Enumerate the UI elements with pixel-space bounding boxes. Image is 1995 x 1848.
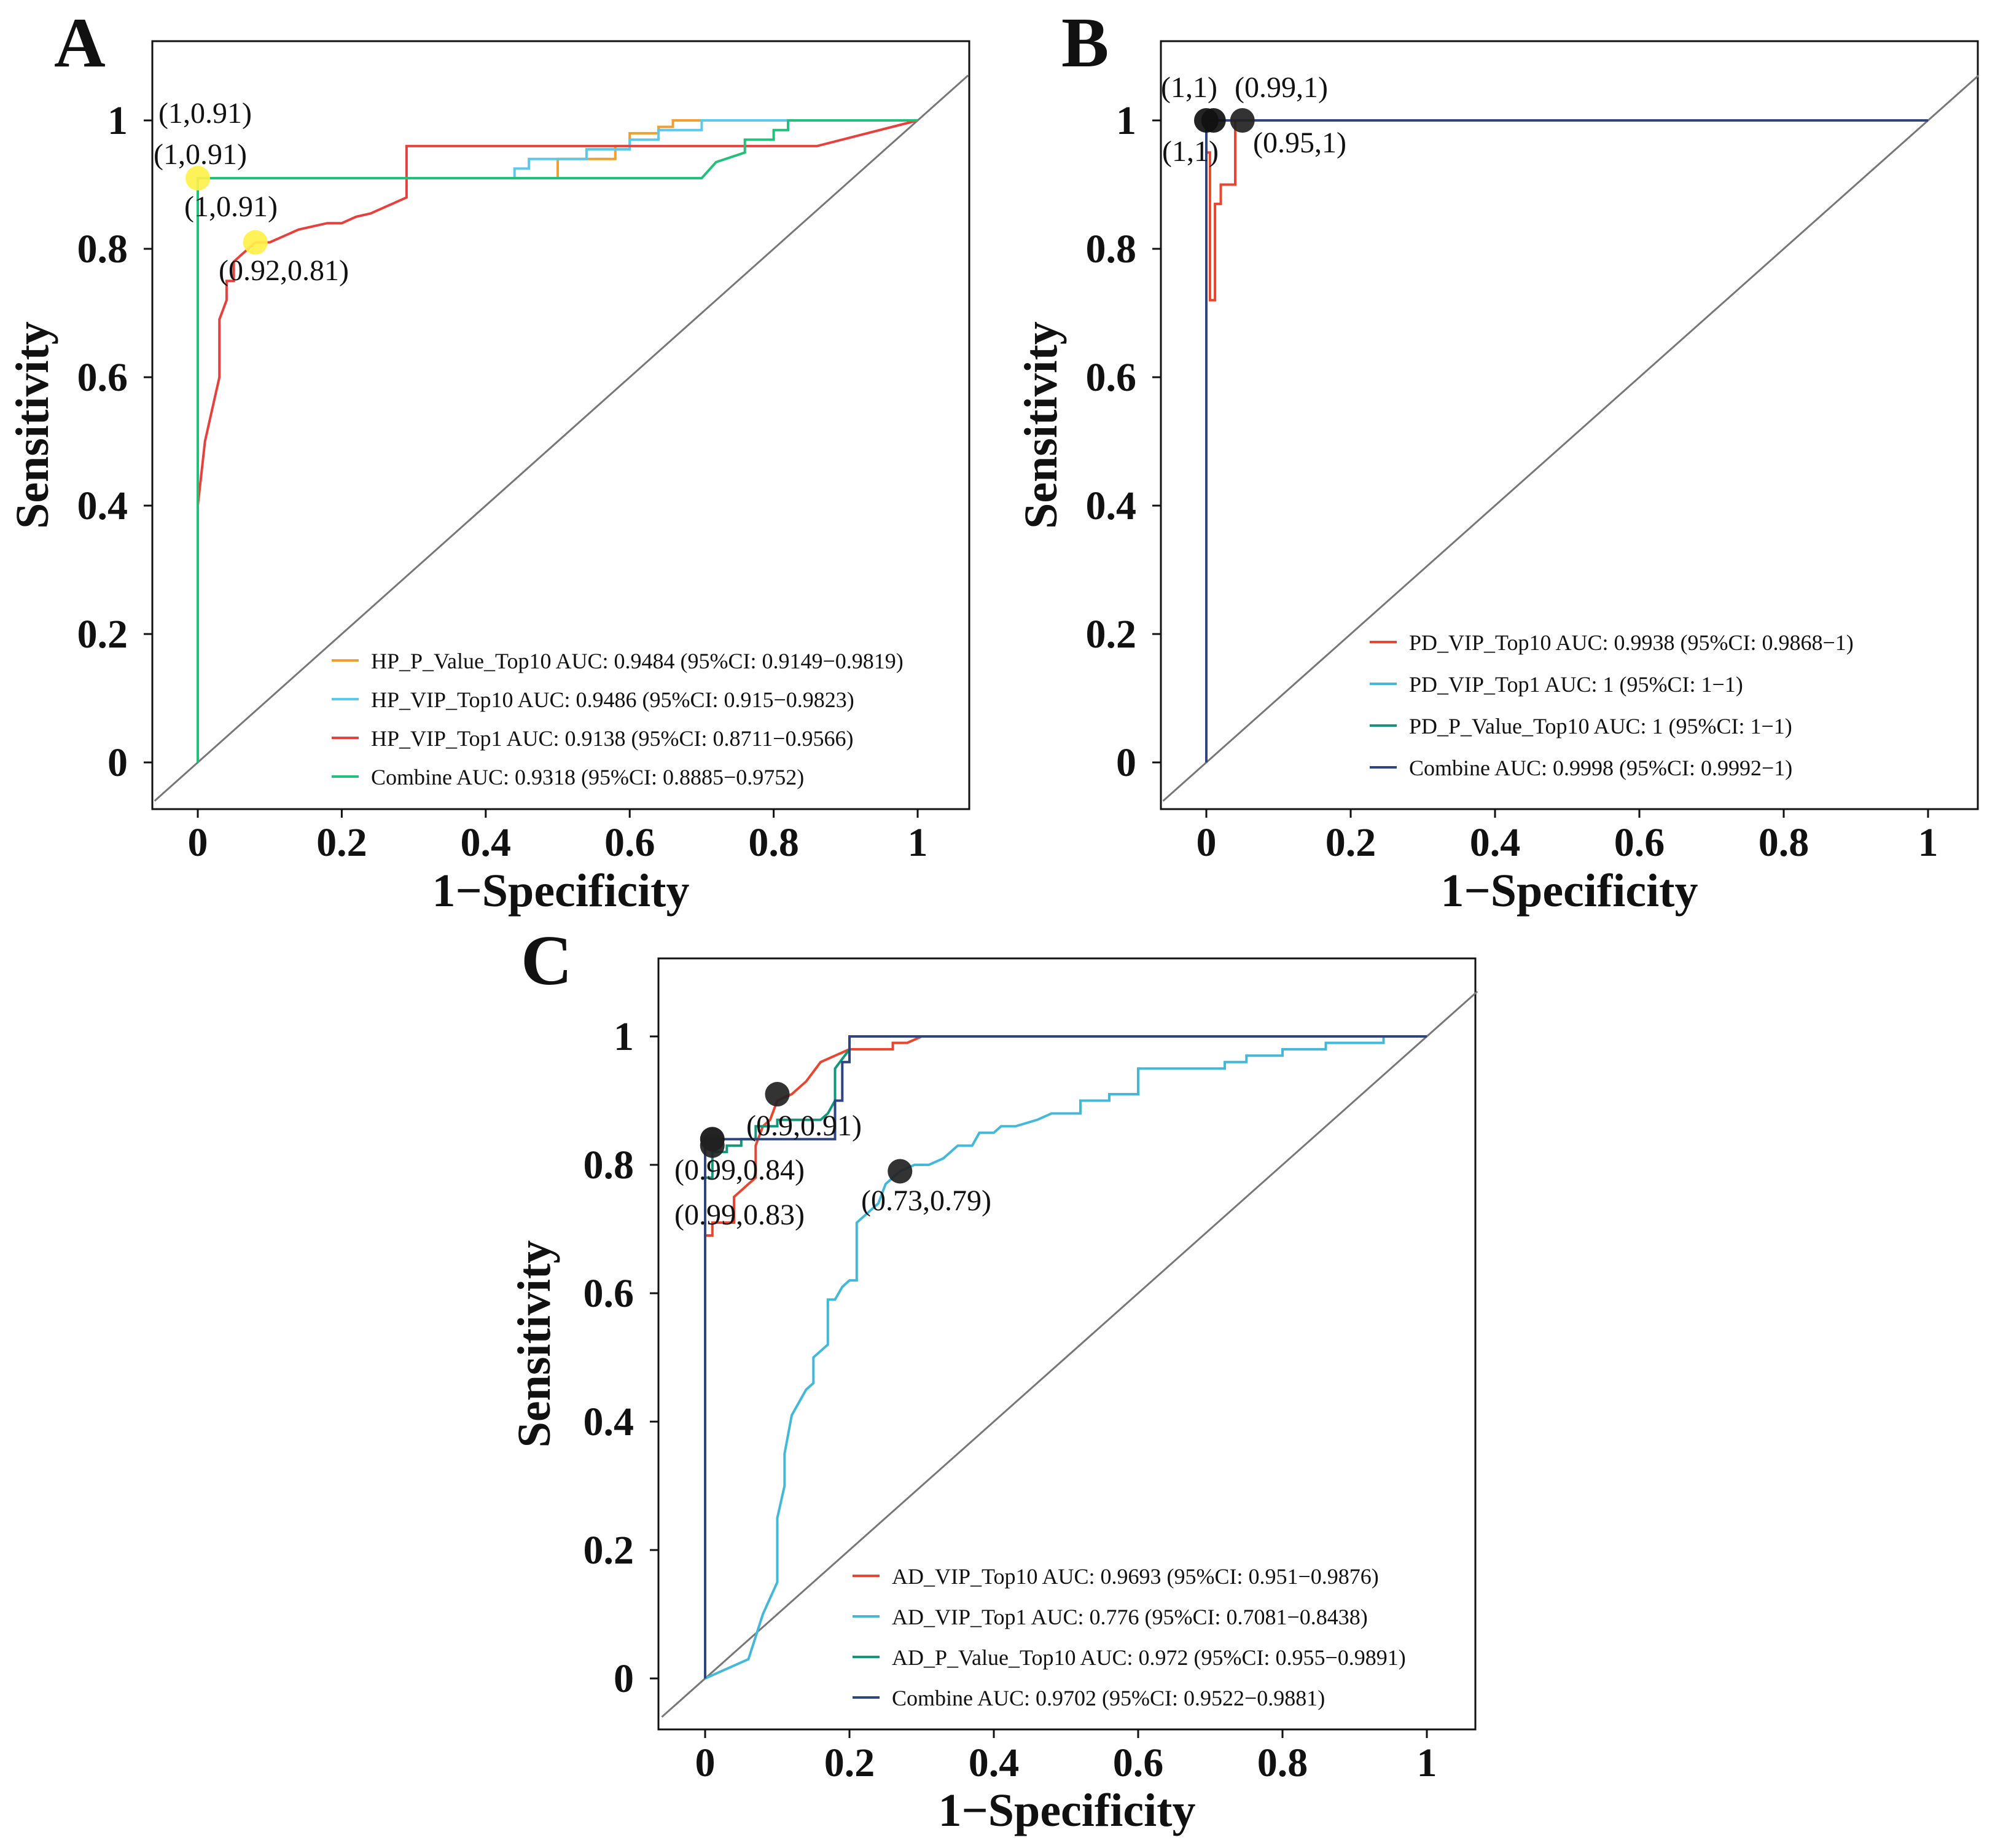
plot-frame [657,957,1477,1731]
legend-entry-label: PD_P_Value_Top10 AUC: 1 (95%CI: 1−1) [1409,714,1792,738]
panel-a: 0 0.2 0.4 0.6 0.8 1 0 0.2 0.4 0.6 0.8 1 1−Specificit… [7,4,970,917]
y-tick-label: 0.8 [1086,227,1137,272]
x-tick-label: 0.2 [1325,820,1376,865]
panel-letter: B [1061,4,1109,82]
y-axis-title: Sensitivity [509,1240,560,1448]
x-tick-label: 0.4 [461,820,512,865]
legend-entry-label: Combine AUC: 0.9702 (95%CI: 0.9522−0.988… [892,1686,1325,1710]
roc-curve-series-4 [704,1035,1427,1678]
x-tick-label: 0.2 [316,820,367,865]
y-tick-label: 0 [107,740,128,785]
legend-entry-label: HP_P_Value_Top10 AUC: 0.9484 (95%CI: 0.9… [371,649,904,673]
cutoff-point-label: (1,0.91) [154,138,247,171]
x-tick-label: 0.8 [1257,1740,1308,1785]
cutoff-point-label: (1,1) [1161,71,1217,104]
x-tick-label: 0 [188,820,208,865]
cutoff-point-marker [765,1082,790,1107]
x-tick-label: 1 [1918,820,1938,865]
cutoff-point-marker [1230,108,1255,133]
cutoff-point-marker [185,166,210,191]
y-tick-label: 0.8 [584,1143,634,1188]
legend-entry-label: PD_VIP_Top1 AUC: 1 (95%CI: 1−1) [1409,672,1743,697]
panel-c: 0 0.2 0.4 0.6 0.8 1 0 0.2 0.4 0.6 0.8 1 1−Specificit… [509,922,1478,1836]
x-tick-label: 0.8 [1759,820,1810,865]
roc-curve-series-1 [1205,119,1928,762]
plot-frame [151,40,970,810]
y-tick-label: 0.6 [1086,355,1137,400]
panel-b: 0 0.2 0.4 0.6 0.8 1 0 0.2 0.4 0.6 0.8 1 1−Specificit… [1015,4,1980,917]
legend-entry-label: AD_P_Value_Top10 AUC: 0.972 (95%CI: 0.95… [892,1645,1406,1670]
diagonal-reference-line [1162,74,1980,802]
y-tick-label: 0.2 [584,1528,634,1573]
y-tick-label: 0.4 [1086,484,1137,528]
y-tick-label: 0.2 [1086,612,1137,657]
x-axis-title: 1−Specificity [1440,865,1698,917]
cutoff-point-label: (0.73,0.79) [861,1184,991,1217]
y-tick-label: 1 [107,98,128,143]
y-tick-label: 0.6 [584,1271,634,1316]
cutoff-point-label: (0.92,0.81) [219,254,349,287]
legend-entry-label: Combine AUC: 0.9998 (95%CI: 0.9992−1) [1409,756,1792,780]
legend-entry-label: AD_VIP_Top10 AUC: 0.9693 (95%CI: 0.951−0… [892,1564,1379,1589]
legend: HP_P_Value_Top10 AUC: 0.9484 (95%CI: 0.9… [332,649,904,789]
x-tick-label: 0.4 [969,1740,1020,1785]
cutoff-point-label: (1,1) [1162,135,1219,168]
roc-curve-series-3 [197,119,918,506]
x-tick-label: 0.6 [1614,820,1665,865]
legend: PD_VIP_Top10 AUC: 0.9938 (95%CI: 0.9868−… [1370,630,1854,780]
diagonal-reference-line [154,74,969,802]
cutoff-point-label: (1,0.91) [158,97,252,130]
roc-curve-series-4 [197,119,918,762]
cutoff-point-marker [888,1159,913,1184]
y-tick-label: 0.2 [77,612,128,657]
cutoff-point-label: (0.99,0.84) [674,1154,805,1186]
y-tick-label: 1 [1116,98,1136,143]
cutoff-point-label: (0.9,0.91) [746,1110,862,1142]
legend-entry-label: HP_VIP_Top1 AUC: 0.9138 (95%CI: 0.8711−0… [371,726,853,751]
legend: AD_VIP_Top10 AUC: 0.9693 (95%CI: 0.951−0… [853,1564,1406,1710]
y-tick-label: 1 [614,1014,634,1059]
diagonal-reference-line [661,990,1478,1718]
panel-letter: C [521,922,572,1000]
panel-letter: A [54,4,106,82]
y-tick-label: 0.6 [77,355,128,400]
y-tick-label: 0 [614,1656,634,1701]
cutoff-point-marker [700,1133,725,1158]
y-tick-label: 0.4 [584,1400,634,1444]
x-axis-title: 1−Specificity [938,1785,1195,1836]
x-tick-label: 1 [1417,1740,1437,1785]
x-tick-label: 0.8 [748,820,799,865]
cutoff-point-label: (0.95,1) [1253,127,1346,159]
roc-curve-series-2 [197,119,918,762]
x-tick-label: 0 [695,1740,716,1785]
y-axis-title: Sensitivity [1015,321,1067,529]
plot-frame [1160,40,1979,810]
x-axis-title: 1−Specificity [432,865,689,917]
y-tick-label: 0 [1116,740,1136,785]
cutoff-point-label: (1,0.91) [184,190,278,223]
x-tick-label: 0.6 [604,820,655,865]
cutoff-point-marker [243,230,268,255]
legend-entry-label: Combine AUC: 0.9318 (95%CI: 0.8885−0.975… [371,765,804,789]
y-tick-label: 0.8 [77,227,128,272]
x-tick-label: 0 [1197,820,1217,865]
roc-curve-series-2 [705,1035,1427,1680]
x-tick-label: 0.2 [824,1740,875,1785]
x-tick-label: 0.4 [1470,820,1521,865]
cutoff-point-label: (0.99,0.83) [674,1199,805,1231]
cutoff-point-label: (0.99,1) [1235,71,1328,104]
x-tick-label: 1 [908,820,928,865]
cutoff-point-marker [1201,108,1226,133]
legend-entry-label: AD_VIP_Top1 AUC: 0.776 (95%CI: 0.7081−0.… [892,1605,1368,1629]
legend-entry-label: HP_VIP_Top10 AUC: 0.9486 (95%CI: 0.915−0… [371,687,854,712]
roc-curve-series-1 [704,1035,1427,1678]
y-axis-title: Sensitivity [7,321,58,529]
legend-entry-label: PD_VIP_Top10 AUC: 0.9938 (95%CI: 0.9868−… [1409,630,1854,655]
y-tick-label: 0.4 [77,484,128,528]
x-tick-label: 0.6 [1113,1740,1164,1785]
